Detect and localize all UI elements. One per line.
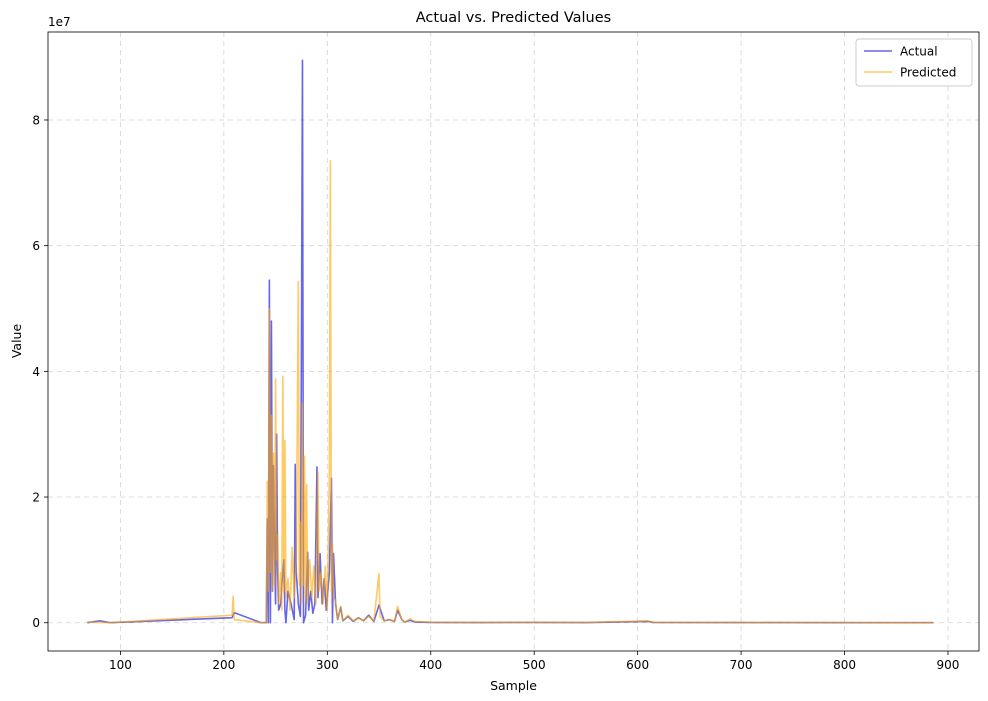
x-tick-label: 200: [212, 658, 235, 672]
x-tick-label: 100: [109, 658, 132, 672]
legend-label-predicted: Predicted: [900, 66, 956, 80]
y-tick-label: 8: [32, 113, 40, 127]
x-tick-label: 400: [419, 658, 442, 672]
legend: Actual Predicted: [855, 38, 973, 87]
x-tick-label: 300: [316, 658, 339, 672]
x-tick-label: 800: [833, 658, 856, 672]
y-axis: 0 2 4 6 8: [32, 113, 48, 630]
legend-label-actual: Actual: [900, 45, 938, 59]
y-tick-label: 6: [32, 239, 40, 253]
x-axis: 100 200 300 400 500 600 700 800 900: [109, 651, 959, 672]
y-tick-label: 2: [32, 491, 40, 505]
y-offset-text: 1e7: [48, 15, 71, 29]
x-axis-title: Sample: [490, 678, 537, 693]
y-tick-label: 4: [32, 365, 40, 379]
x-tick-label: 900: [937, 658, 960, 672]
series-line-predicted: [87, 160, 934, 624]
chart-title: Actual vs. Predicted Values: [416, 10, 611, 26]
x-tick-label: 700: [730, 658, 753, 672]
y-tick-label: 0: [32, 616, 40, 630]
x-tick-label: 600: [626, 658, 649, 672]
x-tick-label: 500: [523, 658, 546, 672]
y-axis-title: Value: [9, 324, 24, 359]
series-layer: [87, 59, 934, 624]
grid: [48, 32, 979, 651]
plot-frame: [47, 31, 980, 652]
plot-area: [47, 31, 980, 652]
